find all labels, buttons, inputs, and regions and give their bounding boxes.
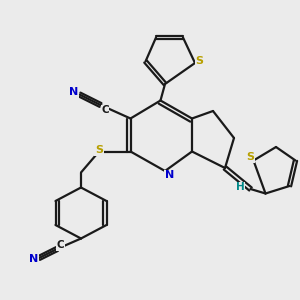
Text: S: S — [247, 152, 254, 163]
Text: N: N — [29, 254, 38, 265]
Text: S: S — [95, 145, 103, 155]
Text: S: S — [196, 56, 203, 67]
Text: C: C — [57, 240, 64, 250]
Text: H: H — [236, 182, 244, 193]
Text: C: C — [101, 105, 109, 116]
Text: N: N — [70, 87, 79, 97]
Text: N: N — [165, 170, 174, 181]
